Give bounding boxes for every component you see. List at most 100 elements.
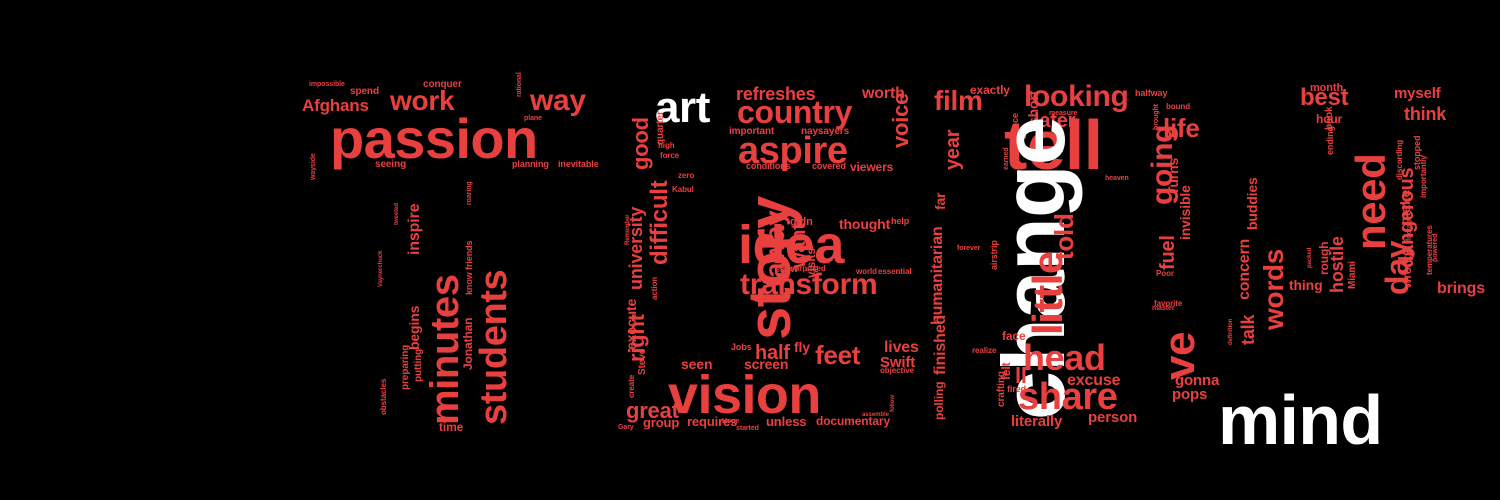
cloud-word-far: far xyxy=(932,192,948,210)
cloud-word-begins: begins xyxy=(406,305,422,350)
cloud-word-spend: spend xyxy=(350,86,379,97)
cloud-word-halfway: halfway xyxy=(1135,88,1168,98)
cloud-word-follow: follow xyxy=(890,395,896,412)
cloud-word-planning: planning xyxy=(512,159,549,169)
cloud-word-swift: Swift xyxy=(880,354,916,371)
cloud-word-transform: transform xyxy=(740,268,878,301)
cloud-word-brought: brought xyxy=(1153,104,1160,130)
cloud-word-work: work xyxy=(390,85,455,116)
cloud-word-plane: plane xyxy=(524,115,542,122)
cloud-word-told: told xyxy=(1049,213,1079,260)
cloud-word-importantly: importantly xyxy=(1419,155,1428,198)
cloud-word-naysayers: naysayers xyxy=(801,126,850,137)
cloud-word-afghans: Afghans xyxy=(302,96,369,115)
cloud-word-little: little xyxy=(1024,251,1071,335)
cloud-word-head: head xyxy=(1023,337,1106,378)
cloud-word-fly: fly xyxy=(794,339,810,355)
cloud-word-think: think xyxy=(1404,104,1447,124)
cloud-word-master: master xyxy=(1152,305,1175,312)
cloud-word-pops: pops xyxy=(1172,386,1208,403)
cloud-word-buddies: buddies xyxy=(1244,177,1260,230)
cloud-word-impossible: impossible xyxy=(309,81,345,88)
cloud-word-seeing: seeing xyxy=(375,159,407,170)
cloud-word-remember: Remember xyxy=(625,214,631,245)
cloud-word-gary: Gary xyxy=(618,424,634,431)
cloud-word-action: action xyxy=(650,276,659,300)
cloud-word-fired: fired xyxy=(1007,384,1027,394)
cloud-word-humanitarian: humanitarian xyxy=(929,226,946,325)
cloud-word-time: time xyxy=(439,420,464,434)
cloud-word-unless: unless xyxy=(766,414,807,429)
cloud-word-life: life xyxy=(1163,113,1200,143)
cloud-word-surprised: surprised xyxy=(790,264,826,273)
cloud-word-zero: zero xyxy=(678,171,695,180)
cloud-word-half: half xyxy=(755,342,790,364)
cloud-word-documentary: documentary xyxy=(816,414,891,428)
cloud-word-good: good xyxy=(628,117,653,170)
cloud-word-passion: passion xyxy=(330,107,538,170)
cloud-word-myself: myself xyxy=(1394,85,1441,102)
cloud-word-high: high xyxy=(658,141,675,150)
cloud-word-packed: packed xyxy=(1307,247,1313,268)
cloud-word-screen: screen xyxy=(744,356,789,372)
cloud-word-steve: Steve xyxy=(637,348,648,375)
cloud-word-important: important xyxy=(729,126,775,137)
cloud-word-minutes: minutes xyxy=(423,274,467,425)
cloud-word-inevitable: inevitable xyxy=(558,159,599,169)
cloud-word-face: face xyxy=(1002,329,1026,343)
cloud-word-didn: didn xyxy=(790,216,813,228)
cloud-word-voice: voice xyxy=(888,92,913,148)
cloud-word-obstacles: obstacles xyxy=(379,378,388,415)
cloud-word-snow: snow xyxy=(775,264,798,274)
cloud-word-world: world xyxy=(856,267,877,276)
cloud-word-vision: vision xyxy=(668,365,821,425)
cloud-word-polling: polling xyxy=(932,381,946,420)
cloud-word-mind: mind xyxy=(1218,381,1383,459)
cloud-word-hope: Hope xyxy=(722,418,740,425)
cloud-word-inspire: inspire xyxy=(406,203,423,255)
cloud-word-bound: bound xyxy=(1166,102,1191,111)
cloud-word-feet: feet xyxy=(815,340,861,370)
cloud-word-powered: powered xyxy=(1432,233,1439,262)
cloud-word-covered: covered xyxy=(812,161,846,171)
cloud-word-felt: felt xyxy=(999,362,1013,380)
cloud-word-students: students xyxy=(473,269,515,425)
cloud-word-assemble: assemble xyxy=(862,412,889,418)
cloud-word-know-friends: know friends xyxy=(464,240,474,295)
cloud-word-earned: earned xyxy=(1003,147,1010,170)
cloud-word-jonathan: Jonathan xyxy=(461,317,475,370)
cloud-word-difficult: difficult xyxy=(646,180,673,266)
cloud-word-month: month xyxy=(1310,82,1344,94)
cloud-word-requires: requires xyxy=(687,414,738,429)
cloud-word-putting: putting xyxy=(413,348,424,382)
cloud-word-jobs: Jobs xyxy=(731,342,752,352)
cloud-word-conquer: conquer xyxy=(423,79,462,90)
cloud-word-gonna: gonna xyxy=(1175,372,1220,389)
cloud-word-year: year xyxy=(942,129,964,170)
cloud-word-words: words xyxy=(1258,248,1289,330)
cloud-word-refreshes: refreshes xyxy=(736,84,816,104)
cloud-word-later: later xyxy=(1034,110,1076,132)
cloud-word-footage: footage xyxy=(1406,216,1413,241)
cloud-word-literally: literally xyxy=(1011,413,1063,430)
cloud-word-realize: realize xyxy=(972,346,997,355)
cloud-word-rational: rational xyxy=(516,72,523,97)
cloud-word-need: need xyxy=(1347,153,1394,250)
cloud-word-poor: Poor xyxy=(1156,269,1174,278)
cloud-word-conditions: conditions xyxy=(746,161,791,171)
cloud-word-definition: definition xyxy=(1228,318,1234,345)
cloud-word-invisible: invisible xyxy=(1177,185,1193,240)
cloud-word-vaynerchuck: Vaynerchuck xyxy=(378,250,384,287)
cloud-word-measure: measure xyxy=(1049,110,1078,117)
cloud-word-force: force xyxy=(660,151,680,160)
cloud-word-create: create xyxy=(627,374,636,398)
cloud-word-thought: thought xyxy=(839,216,891,232)
cloud-word-help: help xyxy=(891,216,910,226)
cloud-word-aspire: aspire xyxy=(738,130,848,172)
cloud-word-country: country xyxy=(737,94,853,130)
cloud-word-roaring: roaring xyxy=(466,181,473,205)
cloud-word-idea: idea xyxy=(738,215,844,275)
cloud-word-art: art xyxy=(655,83,710,132)
cloud-word-ll: ll xyxy=(1015,363,1027,388)
